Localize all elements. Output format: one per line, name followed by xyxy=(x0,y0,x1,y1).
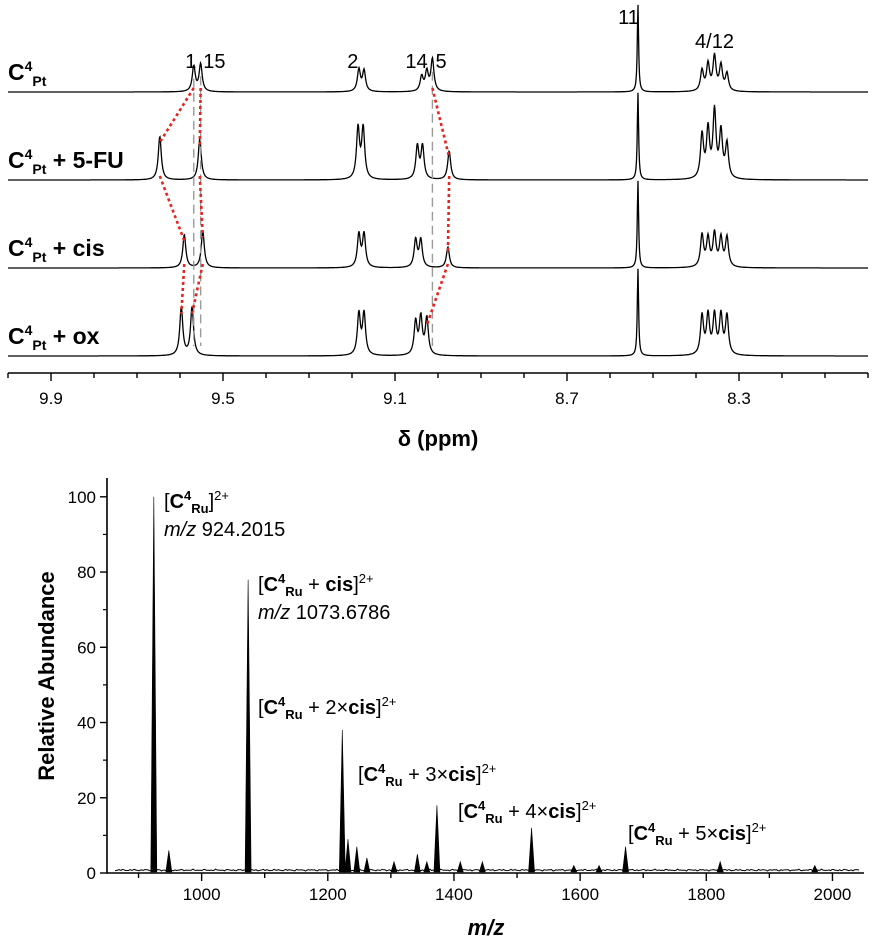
nmr-trace-0 xyxy=(8,4,868,93)
nmr-tick-label: 8.3 xyxy=(727,389,751,408)
nmr-x-axis-label: δ (ppm) xyxy=(398,426,479,451)
ms-y-tick-label: 100 xyxy=(68,488,96,507)
ms-x-tick-label: 1200 xyxy=(309,885,347,904)
ms-mz-value: m/z 924.2015 xyxy=(164,519,285,541)
nmr-tick-label: 9.9 xyxy=(39,389,63,408)
nmr-peak-annotations: 1 15 2 14 5 11 4/12 xyxy=(185,7,734,73)
ms-peak xyxy=(456,860,464,873)
ms-y-tick-label: 20 xyxy=(77,789,96,808)
red-dotted-connector xyxy=(198,87,202,145)
red-dotted-connector xyxy=(198,175,205,238)
ms-x-tick-label: 1600 xyxy=(561,885,599,904)
ms-y-tick-label: 40 xyxy=(77,714,96,733)
nmr-x-ticks: 9.9 9.5 9.1 8.7 8.3 xyxy=(7,373,869,408)
red-dotted-connector xyxy=(158,175,186,242)
ms-y-tick-label: 0 xyxy=(87,864,96,883)
nmr-labels: C4Pt C4Pt + 5-FU C4Pt + cis C4Pt + ox xyxy=(8,58,124,353)
ms-y-axis-label: Relative Abundance xyxy=(34,571,59,780)
nmr-peak-annotation: 5 xyxy=(435,51,446,73)
nmr-peak-annotation: 1 xyxy=(185,51,196,73)
nmr-tick-label: 9.1 xyxy=(383,389,407,408)
nmr-traces xyxy=(8,4,868,357)
nmr-tick-label: 8.7 xyxy=(555,389,579,408)
ms-peak xyxy=(423,860,431,873)
nmr-trace-2 xyxy=(8,180,868,269)
ms-x-tick-label: 2000 xyxy=(814,885,852,904)
ms-peak xyxy=(338,730,346,873)
ms-peak xyxy=(811,864,819,873)
ms-peak xyxy=(150,496,158,873)
ms-peak-annotation: [C4Ru + 4×cis]2+ xyxy=(458,798,596,826)
nmr-guides xyxy=(158,71,451,346)
ms-mz-value: m/z 1073.6786 xyxy=(258,602,390,624)
ms-peak xyxy=(478,860,486,873)
ms-peak xyxy=(595,864,603,873)
red-dotted-connector xyxy=(425,263,450,326)
nmr-series-label: C4Pt + ox xyxy=(8,322,100,353)
nmr-trace-3 xyxy=(8,268,868,357)
red-dotted-connector xyxy=(158,87,195,143)
ms-peak-annotation: [C4Ru + 2×cis]2+ xyxy=(258,694,396,722)
red-dotted-connector xyxy=(179,263,186,314)
ms-peak xyxy=(622,846,629,873)
ms-x-tick-label: 1800 xyxy=(687,885,725,904)
ms-peak xyxy=(433,805,441,873)
nmr-peak-annotation: 4/12 xyxy=(695,31,734,53)
red-dotted-connector xyxy=(446,175,451,254)
ms-x-axis-label: m/z xyxy=(468,915,505,940)
nmr-series-label: C4Pt + 5-FU xyxy=(8,146,124,177)
nmr-peak-annotation: 15 xyxy=(203,51,225,73)
ms-baseline-noise xyxy=(114,868,860,872)
ms-y-tick-label: 60 xyxy=(77,638,96,657)
nmr-trace-1 xyxy=(8,92,868,181)
ms-peak xyxy=(363,857,371,873)
ms-peak-annotation: [C4Ru]2+ xyxy=(164,488,229,516)
ms-peak xyxy=(528,827,535,873)
ms-peak-annotation: [C4Ru + cis]2+ xyxy=(258,571,374,599)
ms-peak xyxy=(165,850,173,873)
nmr-tick-label: 9.5 xyxy=(211,389,235,408)
ms-panel: 0 20 40 60 80 100 1000 1200 1400 1600 1800 2000 [C4… xyxy=(34,478,864,940)
red-dotted-connector xyxy=(190,263,205,314)
nmr-peak-annotation: 14 xyxy=(405,51,427,73)
ms-peak xyxy=(353,846,361,873)
ms-peak xyxy=(244,579,252,873)
ms-ticks: 0 20 40 60 80 100 1000 1200 1400 1600 1800 2000 xyxy=(68,488,852,904)
ms-peak xyxy=(716,860,724,873)
ms-peak-annotation: [C4Ru + 5×cis]2+ xyxy=(628,820,766,848)
ms-peak xyxy=(390,860,398,873)
nmr-series-label: C4Pt + cis xyxy=(8,234,105,265)
ms-peak xyxy=(414,854,421,873)
nmr-peak-annotation: 11 xyxy=(618,7,639,29)
ms-peak xyxy=(344,839,352,873)
nmr-series-label: C4Pt xyxy=(8,58,47,89)
ms-peaks xyxy=(114,496,860,873)
ms-annotations: [C4Ru]2+ m/z 924.2015 [C4Ru + cis]2+ m/z 10… xyxy=(164,488,766,848)
red-dotted-connector xyxy=(431,87,451,158)
ms-peak xyxy=(570,864,578,873)
ms-x-tick-label: 1400 xyxy=(435,885,473,904)
ms-x-tick-label: 1000 xyxy=(183,885,221,904)
ms-peak-annotation: [C4Ru + 3×cis]2+ xyxy=(358,761,496,789)
ms-y-tick-label: 80 xyxy=(77,563,96,582)
nmr-peak-annotation: 2 xyxy=(347,51,358,73)
